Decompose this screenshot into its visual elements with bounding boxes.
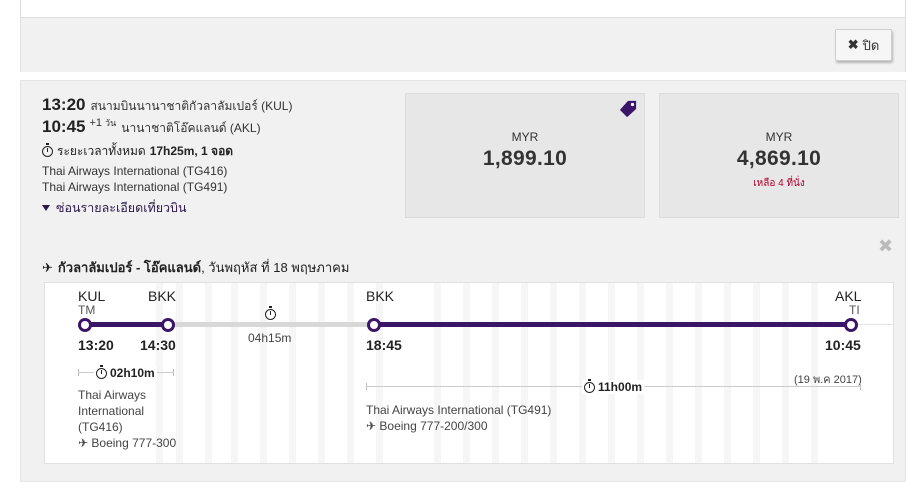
close-icon: ✖ bbox=[847, 37, 859, 52]
arrive-time: 10:45 bbox=[42, 117, 86, 136]
seg2-to-terminal: TI bbox=[849, 303, 860, 317]
seg2-aircraft: ✈ Boeing 777-200/300 bbox=[366, 419, 488, 433]
price-tag-icon bbox=[619, 100, 637, 118]
airline-2: Thai Airways International (TG491) bbox=[42, 180, 228, 194]
seg1-duration: 02h10m bbox=[94, 364, 157, 380]
price-amount: 4,869.10 bbox=[736, 147, 822, 170]
seg1-airline-line1: Thai Airways bbox=[78, 388, 147, 402]
seg2-arrival-date: (19 พ.ค 2017) bbox=[794, 374, 862, 386]
arrive-airport: นานาชาติโอ๊คแลนด์ (AKL) bbox=[121, 121, 261, 135]
arrive-row: 10:45 +1 วัน นานาชาติโอ๊คแลนด์ (AKL) bbox=[42, 117, 402, 139]
layover-duration: 04h15m bbox=[248, 331, 292, 345]
seg1-airline-line2: International bbox=[78, 404, 145, 418]
price-currency: MYR bbox=[511, 130, 539, 144]
stopwatch-icon bbox=[584, 378, 595, 393]
seg1-dep-time: 13:20 bbox=[78, 337, 114, 353]
plane-icon: ✈ bbox=[78, 436, 89, 450]
close-button[interactable]: ✖ ปิด bbox=[835, 29, 892, 61]
stopwatch-icon bbox=[96, 364, 107, 379]
seg2-arr-time: 10:45 bbox=[825, 337, 861, 353]
node-akl bbox=[844, 318, 858, 332]
airline-1: Thai Airways International (TG416) bbox=[42, 164, 228, 178]
seg1-from-terminal: TM bbox=[78, 303, 96, 317]
plane-icon: ✈ bbox=[366, 419, 377, 433]
seats-left: เหลือ 4 ที่นั่ง bbox=[753, 178, 805, 189]
seg2-from-code: BKK bbox=[366, 288, 395, 304]
route-title: ✈ กัวลาลัมเปอร์ - โอ๊คแลนด์ , วันพฤหัส ท… bbox=[42, 257, 349, 278]
seg2-flight-line bbox=[374, 322, 850, 327]
seg1-arr-time: 14:30 bbox=[140, 337, 176, 353]
route-name: กัวลาลัมเปอร์ - โอ๊คแลนด์ bbox=[57, 260, 202, 275]
hide-details-label: ซ่อนรายละเอียดเที่ยวบิน bbox=[56, 201, 187, 215]
stopwatch-icon bbox=[42, 143, 53, 157]
top-panel bbox=[20, 0, 906, 18]
price-option-2[interactable]: MYR 4,869.10 เหลือ 4 ที่นั่ง bbox=[659, 93, 899, 218]
seg1-aircraft: ✈ Boeing 777-300 bbox=[78, 436, 177, 450]
flight-timeline bbox=[44, 282, 894, 464]
seg2-airline: Thai Airways International (TG491) bbox=[366, 403, 552, 417]
flight-summary: 13:20 สนามบินนานาชาติกัวลาลัมเปอร์ (KUL)… bbox=[42, 95, 402, 218]
close-bar bbox=[20, 18, 906, 72]
seg2-duration: 11h00m bbox=[582, 378, 645, 394]
seg2-to-code: AKL bbox=[835, 288, 862, 304]
node-bkk-arrive bbox=[161, 318, 175, 332]
route-date: , วันพฤหัส ที่ 18 พฤษภาคม bbox=[201, 260, 350, 275]
node-kul bbox=[78, 318, 92, 332]
close-button-label: ปิด bbox=[862, 37, 880, 53]
node-bkk-depart bbox=[367, 318, 381, 332]
seg1-flight-line bbox=[84, 322, 168, 327]
seg1-airline-line3: (TG416) bbox=[78, 420, 123, 434]
plus-day: +1 วัน bbox=[89, 117, 117, 129]
duration-value: 17h25m, 1 จอด bbox=[149, 144, 234, 158]
duration-prefix: ระยะเวลาทั้งหมด bbox=[57, 144, 146, 158]
depart-row: 13:20 สนามบินนานาชาติกัวลาลัมเปอร์ (KUL) bbox=[42, 95, 402, 117]
depart-time: 13:20 bbox=[42, 95, 86, 114]
hide-details-toggle[interactable]: ซ่อนรายละเอียดเที่ยวบิน bbox=[42, 198, 402, 218]
price-option-1[interactable]: MYR 1,899.10 bbox=[405, 93, 645, 218]
seg1-from-code: KUL bbox=[78, 288, 106, 304]
price-currency: MYR bbox=[765, 130, 793, 144]
seg1-to-code: BKK bbox=[148, 288, 177, 304]
stopwatch-icon bbox=[265, 306, 276, 320]
caret-down-icon bbox=[42, 205, 50, 211]
plane-icon: ✈ bbox=[42, 259, 53, 275]
total-duration: ระยะเวลาทั้งหมด 17h25m, 1 จอด bbox=[42, 142, 402, 161]
layover-line bbox=[168, 322, 374, 327]
seg2-dep-time: 18:45 bbox=[366, 337, 402, 353]
depart-airport: สนามบินนานาชาติกัวลาลัมเปอร์ (KUL) bbox=[90, 99, 293, 113]
dismiss-icon[interactable]: ✖ bbox=[878, 236, 894, 256]
price-amount: 1,899.10 bbox=[482, 147, 568, 170]
